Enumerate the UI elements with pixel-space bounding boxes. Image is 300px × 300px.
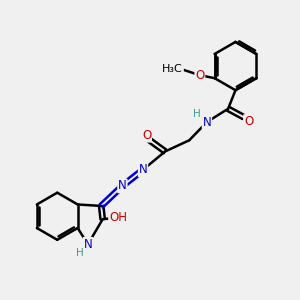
Text: N: N — [118, 179, 127, 192]
Text: N: N — [139, 163, 147, 176]
Text: O: O — [142, 129, 151, 142]
Text: O: O — [244, 115, 253, 128]
Text: N: N — [202, 116, 211, 128]
Text: H₃C: H₃C — [162, 64, 183, 74]
Text: N: N — [84, 238, 92, 251]
Text: H: H — [193, 109, 200, 119]
Text: O: O — [195, 69, 205, 82]
Text: OH: OH — [109, 211, 127, 224]
Text: H: H — [76, 248, 84, 258]
